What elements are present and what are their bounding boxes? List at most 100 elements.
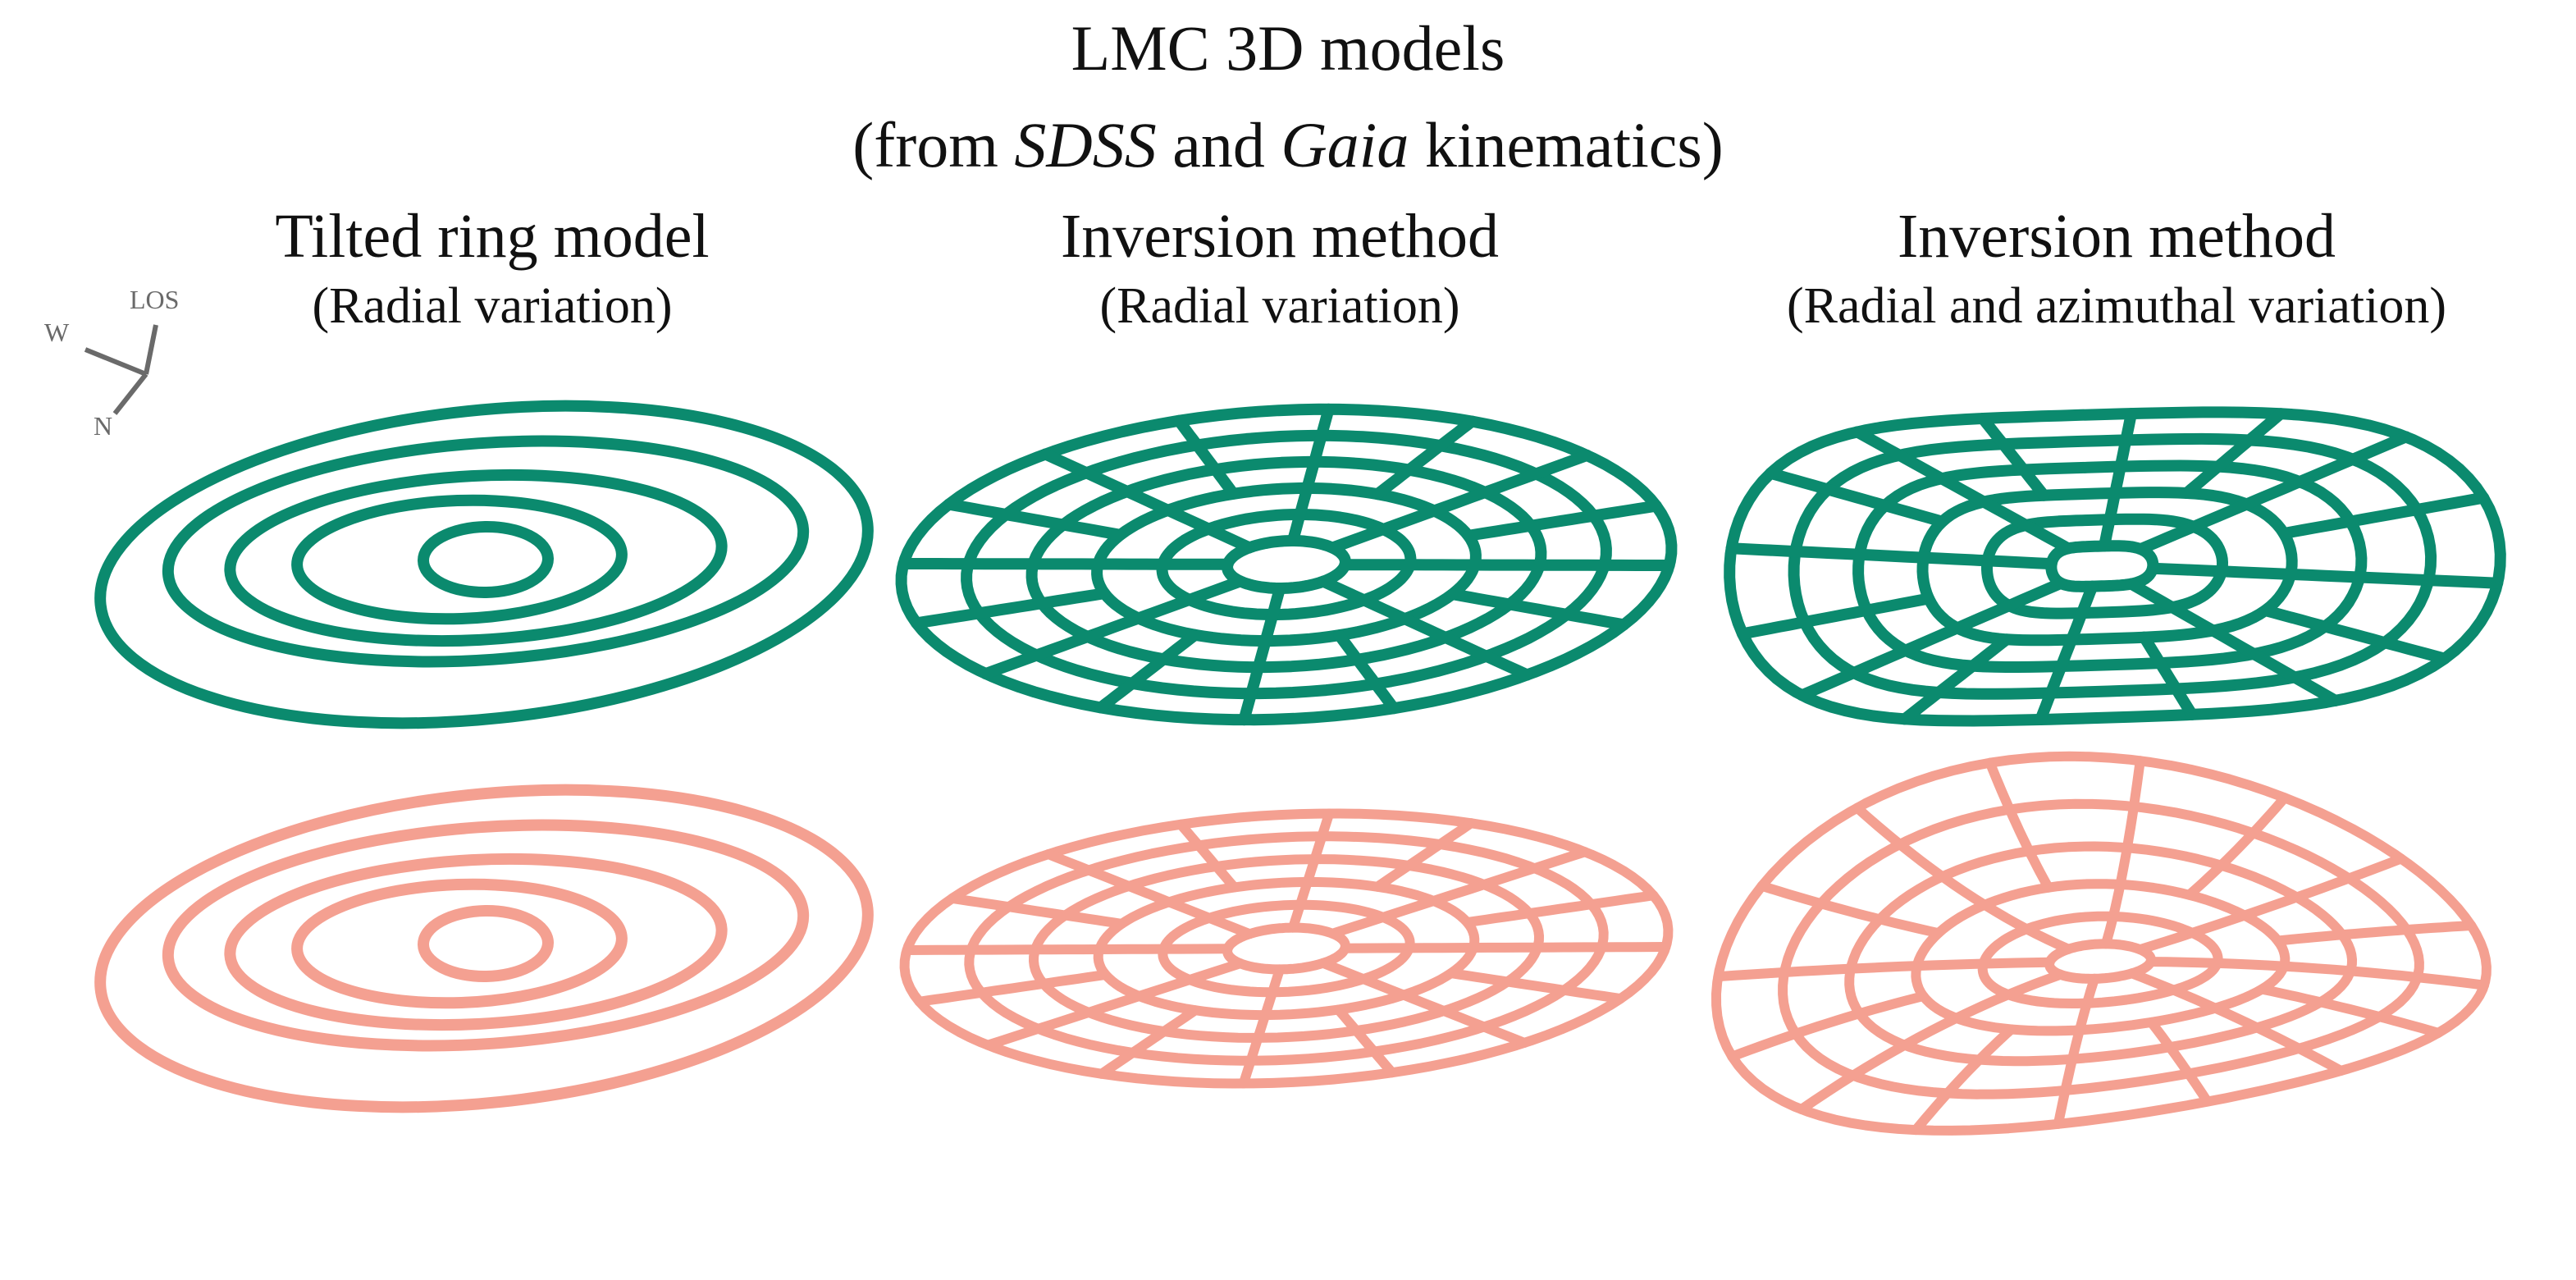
disc-spoke — [914, 969, 1111, 1007]
disc-spoke — [2126, 968, 2346, 1076]
panel-title-inversion-azimuthal: Inversion method (Radial and azimuthal v… — [1690, 195, 2543, 335]
disc-ring — [94, 400, 874, 729]
disc-ring — [291, 878, 628, 1009]
disc-spoke — [1725, 542, 2058, 570]
disc-spoke — [1446, 588, 1630, 631]
disc-ring — [224, 853, 728, 1031]
disc-spoke — [2145, 957, 2490, 990]
disc-spoke — [1238, 964, 1285, 1089]
figure-title-line2: (from SDSS and Gaia kinematics) — [0, 97, 2576, 194]
disc-spoke — [1985, 757, 2053, 893]
disc-spoke — [1340, 942, 1671, 953]
disc-spoke — [1333, 1004, 1397, 1078]
disc-spoke — [947, 893, 1127, 929]
disc-ring — [162, 819, 810, 1052]
disc-spoke — [1462, 500, 1662, 542]
disc-spoke — [1327, 449, 1593, 554]
compass-n-label: N — [94, 411, 112, 441]
panel-title-text: Tilted ring model — [275, 202, 710, 271]
disc-spoke — [902, 944, 1233, 955]
disc-spoke — [2184, 793, 2290, 900]
compass-w-label: W — [44, 318, 70, 347]
disc-ring — [1977, 911, 2223, 1008]
disc-spoke — [1288, 808, 1335, 933]
disc-spoke — [1327, 847, 1590, 939]
disc-spoke — [943, 498, 1126, 541]
disc-spoke — [2101, 756, 2145, 949]
disc-spoke — [1043, 849, 1255, 939]
disc-spoke — [1765, 467, 1948, 528]
disc-spoke — [1333, 629, 1400, 715]
tilted-ring-model-top — [94, 400, 874, 729]
inversion-azimuthal-model-bottom — [1711, 751, 2492, 1136]
disc-spoke — [897, 558, 1234, 570]
panel-title-text: Inversion method — [1897, 202, 2336, 271]
disc-ring — [1158, 899, 1415, 998]
disc-spoke — [1372, 415, 1478, 501]
inversion-radial-model-top — [895, 403, 1678, 726]
disc-spoke — [2257, 984, 2444, 1038]
disc-spoke — [1851, 426, 2074, 555]
disc-spoke — [2135, 853, 2406, 955]
disc-ring — [94, 784, 874, 1113]
disc-ring — [291, 494, 628, 625]
title-text: (from — [852, 109, 1015, 181]
disc-spoke — [2035, 580, 2099, 725]
figure-title-line1: LMC 3D models — [1071, 12, 1505, 84]
disc-spoke — [911, 587, 1111, 629]
disc-ring — [418, 520, 554, 599]
disc-spoke — [1898, 633, 2012, 725]
disc-spoke — [1911, 1024, 2016, 1136]
disc-spoke — [1318, 958, 1530, 1048]
compass-los-axis — [144, 324, 158, 375]
disc-spoke — [2277, 491, 2490, 540]
disc-spoke — [1286, 403, 1335, 546]
disc-spoke — [2125, 578, 2341, 706]
disc-spoke — [980, 575, 1246, 680]
title-sdss: SDSS — [1014, 109, 1157, 181]
disc-ring — [418, 904, 554, 983]
disc-spoke — [1173, 414, 1240, 500]
disc-spoke — [1852, 802, 2074, 954]
disc-spoke — [1372, 818, 1477, 892]
disc-spoke — [1976, 413, 2050, 501]
disc-spoke — [1238, 583, 1286, 726]
disc-spoke — [1462, 890, 1659, 928]
disc-spoke — [1796, 969, 2066, 1114]
disc-spoke — [1094, 629, 1201, 714]
disc-spoke — [1737, 592, 1935, 640]
figure-title: LMC 3D models (from SDSS and Gaia kinema… — [0, 0, 2576, 181]
panel-title-text: Inversion method — [1060, 202, 1499, 271]
panel-title-tilted-ring: Tilted ring model (Radial variation) — [66, 195, 919, 335]
disc-spoke — [1176, 819, 1240, 893]
disc-spoke — [1727, 991, 1929, 1062]
title-text: kinematics) — [1409, 109, 1724, 181]
title-gaia: Gaia — [1281, 109, 1409, 181]
disc-spoke — [1713, 957, 2055, 982]
orientation-compass: LOS W N — [44, 285, 179, 441]
disc-spoke — [2146, 1017, 2213, 1107]
disc-ring — [1981, 513, 2228, 619]
disc-ring — [224, 469, 728, 647]
disc-spoke — [1039, 448, 1255, 554]
panel-subtitle-text: (Radial and azimuthal variation) — [1787, 278, 2446, 334]
inversion-azimuthal-model-top — [1724, 406, 2506, 727]
disc-spoke — [2138, 631, 2198, 720]
tilted-ring-model-bottom — [94, 784, 874, 1113]
disc-spoke — [983, 958, 1245, 1050]
disc-spoke — [2135, 431, 2412, 555]
panel-title-inversion-radial: Inversion method (Radial variation) — [853, 195, 1706, 335]
disc-spoke — [2272, 921, 2477, 946]
compass-w-axis — [84, 347, 148, 377]
disc-spoke — [1796, 577, 2067, 702]
disc-spoke — [1446, 968, 1626, 1004]
compass-los-label: LOS — [130, 285, 179, 314]
disc-spoke — [2053, 973, 2099, 1129]
panel-subtitle-text: (Radial variation) — [1099, 278, 1460, 334]
disc-spoke — [1096, 1005, 1200, 1079]
disc-spoke — [2099, 408, 2137, 552]
disc-ring — [162, 435, 810, 668]
compass-n-axis — [112, 373, 148, 415]
inversion-radial-model-bottom — [899, 808, 1674, 1089]
